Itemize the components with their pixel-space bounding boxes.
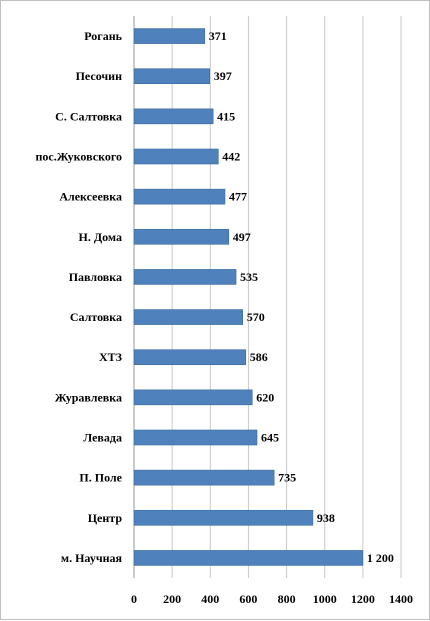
value-label-14: 1 200 [367, 551, 394, 565]
x-tick-label-400: 400 [201, 592, 219, 606]
value-label-8: 570 [247, 310, 265, 324]
category-label-4: пос.Жуковского [35, 150, 122, 164]
value-label-12: 735 [278, 471, 296, 485]
x-tick-label-1000: 1000 [313, 592, 337, 606]
category-label-8: Салтовка [70, 310, 122, 324]
category-label-3: С. Салтовка [55, 109, 122, 123]
bar-12 [133, 469, 275, 486]
category-label-12: П. Поле [79, 471, 122, 485]
category-labels: Рогань Песочин С. Салтовка пос.Жуковского Ал… [35, 29, 122, 565]
bar-11 [133, 429, 258, 446]
bars [133, 28, 364, 566]
category-label-9: ХТЗ [99, 350, 122, 364]
x-tick-label-200: 200 [163, 592, 181, 606]
value-label-2: 397 [214, 69, 232, 83]
bar-10 [133, 389, 253, 406]
bar-7 [133, 269, 237, 285]
bar-2 [133, 68, 211, 85]
value-label-10: 620 [256, 390, 274, 404]
x-tick-label-1200: 1200 [351, 592, 375, 606]
x-axis-ticks: 0 200 400 600 800 1000 1200 1400 [131, 592, 413, 606]
value-label-9: 586 [250, 350, 268, 364]
value-label-3: 415 [217, 109, 235, 123]
category-label-13: Центр [88, 511, 123, 525]
category-label-10: Журавлевка [55, 390, 122, 404]
bar-9 [133, 349, 247, 366]
grid-lines [133, 16, 402, 578]
category-label-11: Левада [83, 431, 122, 445]
value-label-4: 442 [222, 150, 240, 164]
category-label-1: Рогань [84, 29, 122, 43]
value-label-7: 535 [240, 270, 258, 284]
category-label-14: м. Научная [61, 551, 123, 565]
x-tick-label-600: 600 [239, 592, 257, 606]
value-label-1: 371 [209, 29, 227, 43]
category-label-2: Песочин [76, 69, 123, 83]
category-label-7: Павловка [69, 270, 122, 284]
bar-1 [133, 28, 206, 44]
value-label-11: 645 [261, 431, 279, 445]
bar-8 [133, 309, 244, 325]
bar-6 [133, 228, 230, 245]
x-tick-label-0: 0 [131, 592, 137, 606]
x-tick-label-1400: 1400 [389, 592, 413, 606]
bar-3 [133, 108, 214, 125]
value-label-13: 938 [317, 511, 335, 525]
category-label-6: Н. Дома [79, 230, 122, 244]
bar-14 [133, 550, 364, 566]
value-label-5: 477 [229, 190, 247, 204]
value-labels: 371 397 415 442 477 497 535 570 586 620 645 735 938 1… [209, 29, 394, 565]
bar-5 [133, 188, 226, 205]
bar-13 [133, 509, 314, 526]
x-tick-label-800: 800 [278, 592, 296, 606]
category-label-5: Алексеевка [59, 190, 122, 204]
bar-4 [133, 148, 219, 165]
value-label-6: 497 [233, 230, 251, 244]
